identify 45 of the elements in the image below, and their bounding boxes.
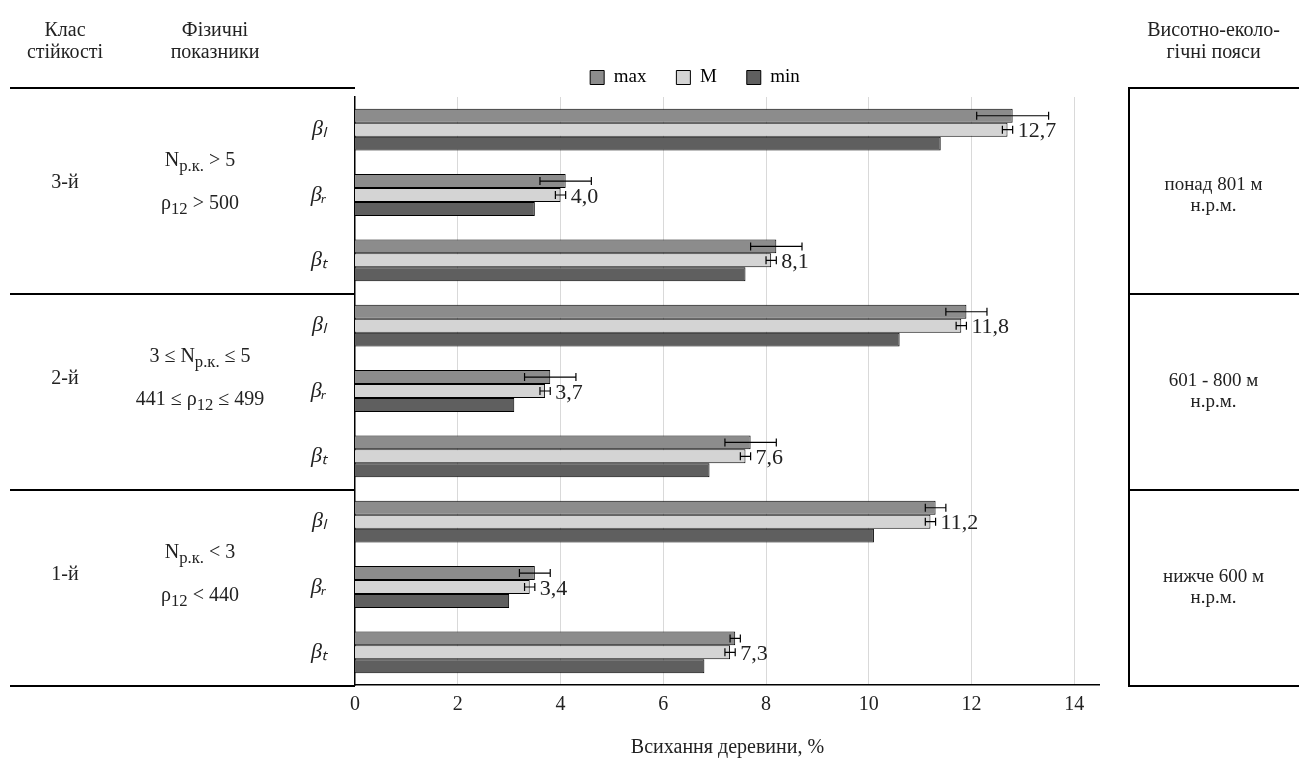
- x-tick-label: 6: [658, 692, 669, 715]
- text: Висотно-еколо-гічні пояси: [1146, 18, 1281, 62]
- x-tick-label: 14: [1064, 692, 1085, 715]
- data-label: 7,6: [755, 444, 784, 470]
- text: N$_{р.к.}$ > 5: [163, 148, 237, 176]
- data-label: 11,8: [971, 313, 1010, 339]
- data-label: 3,7: [555, 378, 583, 404]
- data-label: 12,7: [1017, 117, 1057, 143]
- data-label: 7,3: [740, 640, 768, 666]
- y-tick-label: βₜ: [310, 442, 329, 468]
- text: понад 801 м н.р.м.: [1163, 173, 1264, 216]
- y-tick-label: βₗ: [311, 507, 328, 533]
- text: 1-й: [50, 562, 80, 585]
- y-tick-label: βᵣ: [309, 572, 327, 598]
- x-tick-label: 12: [961, 692, 982, 715]
- text: 2-й: [50, 366, 80, 389]
- text: Клас стійкості: [25, 18, 105, 62]
- x-tick-label: 4: [555, 692, 566, 715]
- x-tick-label: 2: [452, 692, 463, 715]
- data-label: 11,2: [940, 509, 979, 535]
- text: ρ$_{12}$ > 500: [160, 191, 240, 219]
- legend-label: max: [613, 65, 647, 87]
- y-tick-label: βᵣ: [309, 376, 327, 402]
- text: 3-й: [50, 170, 80, 193]
- y-tick-label: βₗ: [311, 115, 328, 141]
- y-tick-label: βᵣ: [309, 180, 327, 206]
- x-tick-label: 8: [761, 692, 772, 715]
- y-tick-label: βₜ: [310, 246, 329, 272]
- data-label: 3,4: [539, 574, 568, 600]
- text: 601 - 800 м н.р.м.: [1167, 369, 1260, 412]
- data-label: 4,0: [570, 182, 599, 208]
- text: ρ$_{12}$ < 440: [160, 583, 240, 611]
- data-label: 8,1: [781, 248, 809, 274]
- text: N$_{р.к.}$ < 3: [163, 540, 237, 568]
- x-axis-title: Всихання деревини, %: [630, 735, 825, 759]
- y-tick-label: βₗ: [311, 311, 328, 337]
- y-tick-label: βₜ: [310, 638, 329, 664]
- x-tick-label: 10: [858, 692, 879, 715]
- text: 441 ≤ ρ$_{12}$ ≤ 499: [134, 387, 266, 415]
- text: Фізичні показники: [169, 18, 261, 62]
- legend-label: min: [770, 65, 801, 87]
- text: 3 ≤ N$_{р.к.}$ ≤ 5: [148, 344, 252, 372]
- x-tick-label: 0: [350, 692, 360, 715]
- legend-label: M: [699, 65, 717, 87]
- text: нижче 600 м н.р.м.: [1162, 565, 1265, 608]
